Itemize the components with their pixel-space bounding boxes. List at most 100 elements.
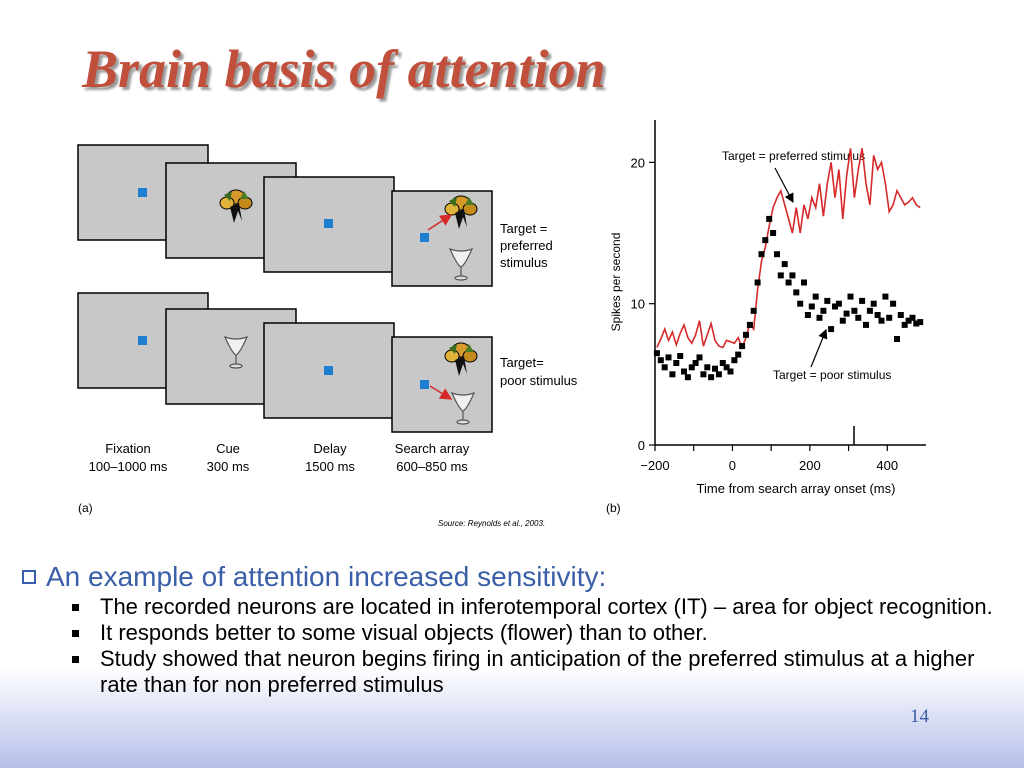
list-item-text: Study showed that neuron begins firing i… [100,646,975,697]
phase-duration: 1500 ms [305,459,355,474]
row2-screens: Target= poor stimulus [77,292,578,433]
data-point-poor [657,357,664,364]
attention-figure: Target = preferred stimulus Target= poor… [77,120,926,528]
slide-title: Brain basis of attention [82,39,606,99]
data-point-poor [828,326,835,333]
data-point-poor [878,317,885,324]
checkbox-bullet-icon [22,570,36,584]
main-bullet-text: An example of attention increased sensit… [46,561,607,592]
data-point-poor [688,364,695,371]
square-bullet-icon [72,630,79,637]
series-layer [653,148,924,381]
row2-target-label-line2: poor stimulus [500,373,578,388]
data-point-poor [774,251,780,258]
data-point-poor [665,354,672,361]
row1-target-label-line3: stimulus [500,255,548,270]
list-item: It responds better to some visual object… [72,620,1012,646]
row1-target-label-line2: preferred [500,238,553,253]
x-tick-label: −200 [640,458,669,473]
data-point-poor [797,300,804,307]
data-point-poor [901,321,908,328]
data-point-poor [855,314,862,321]
annotation-preferred: Target = preferred stimulus [722,149,865,163]
data-point-poor [704,364,711,371]
x-axis-label: Time from search array onset (ms) [697,481,896,496]
phase-duration: 600–850 ms [396,459,468,474]
data-point-poor [758,251,765,258]
series-line-preferred [656,148,921,350]
data-point-poor [847,293,854,300]
data-point-poor [905,317,912,324]
data-point-poor [739,343,746,350]
y-tick-label: 10 [631,297,645,312]
data-point-poor [681,368,687,375]
data-point-poor [870,300,877,307]
data-point-poor [696,354,703,361]
data-point-poor [808,303,815,310]
data-point-poor [692,360,699,366]
fixation-point [324,366,333,375]
slide-background-band [0,668,1024,768]
data-point-poor [754,279,761,286]
annotation-poor-arrow [810,328,828,368]
annotation-preferred-arrow [774,167,794,204]
data-point-poor [719,360,726,366]
list-item: The recorded neurons are located in infe… [72,594,1012,620]
data-point-poor [661,364,668,371]
attention-arrow [429,385,453,400]
fixation-point [138,188,147,197]
data-point-poor [839,317,846,324]
data-point-poor [700,371,707,378]
phase-name: Search array [395,441,470,456]
data-point-poor [859,297,866,304]
axis-ticks: −200 0 200 400 0 10 20 [631,155,899,473]
data-point-poor [781,261,788,268]
phase-name: Delay [313,441,347,456]
y-axis-label: Spikes per second [609,233,623,332]
square-bullet-icon [72,656,79,663]
list-item-text: The recorded neurons are located in infe… [100,594,993,619]
page-number: 14 [910,706,929,727]
fixation-point [420,380,429,389]
fixation-point [420,233,429,242]
search-array-screen [391,336,493,433]
bullet-section: An example of attention increased sensit… [22,560,1012,698]
x-tick-label: 0 [729,458,736,473]
data-point-poor [812,293,819,300]
phase-duration: 300 ms [207,459,250,474]
data-point-poor [715,371,722,378]
data-point-poor [727,368,734,375]
main-bullet: An example of attention increased sensit… [22,560,1012,594]
data-point-poor [750,307,757,314]
panel-a-label: (a) [78,501,93,515]
search-array-screen [391,190,493,287]
data-point-poor [746,321,753,328]
data-point-poor [766,215,773,222]
data-point-poor [789,272,796,279]
data-point-poor [801,279,807,286]
data-point-poor [785,279,792,286]
source-citation: Source: Reynolds et al., 2003. [438,519,545,528]
data-point-poor [863,321,869,328]
square-bullet-icon [72,604,79,611]
x-tick-label: 400 [876,458,898,473]
data-point-poor [770,230,777,236]
data-point-poor [897,312,904,318]
data-point-poor [835,300,842,307]
data-point-poor [890,300,897,307]
data-point-poor [804,312,811,318]
data-point-poor [684,374,691,381]
phase-name: Cue [216,441,240,456]
data-point-poor [824,297,831,304]
list-item: Study showed that neuron begins firing i… [72,646,1012,698]
panel-b-label: (b) [606,501,621,515]
data-point-poor [712,365,718,372]
x-tick-label: 200 [799,458,821,473]
data-point-poor [917,319,924,326]
data-point-poor [669,371,676,378]
sub-bullet-list: The recorded neurons are located in infe… [22,594,1012,698]
data-point-poor [913,320,920,327]
annotation-poor: Target = poor stimulus [773,368,891,382]
phase-name: Fixation [105,441,151,456]
data-point-poor [793,289,800,296]
